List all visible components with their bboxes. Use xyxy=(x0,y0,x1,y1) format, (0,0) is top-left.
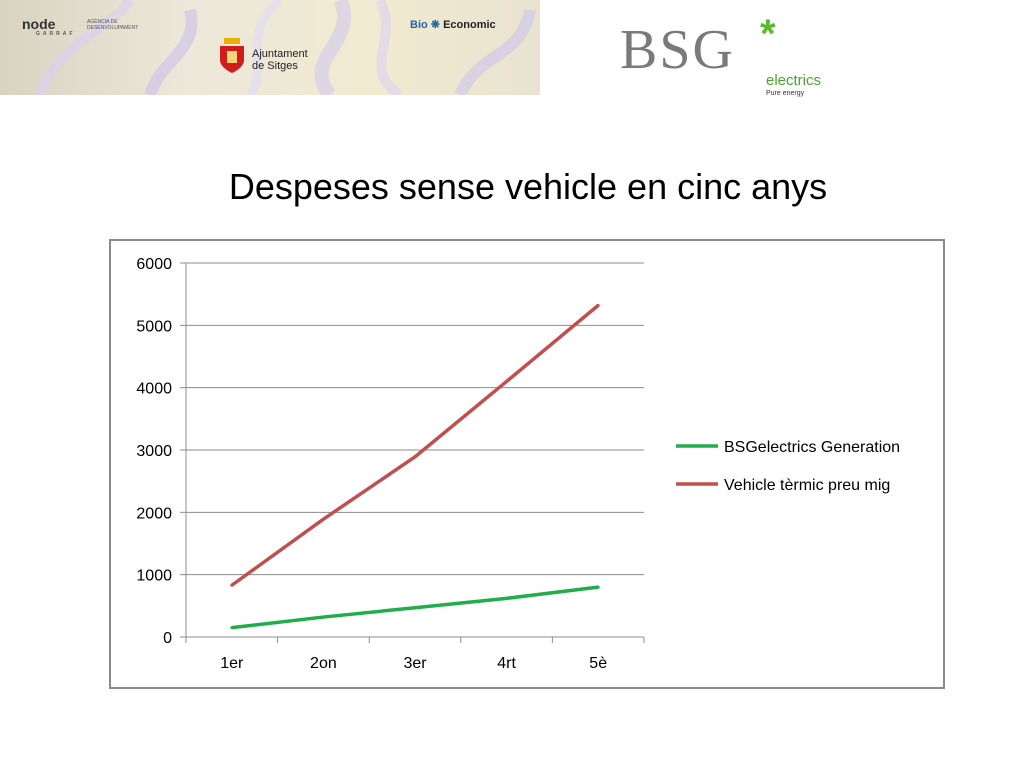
chart-legend: BSGelectrics Generation Vehicle tèrmic pr… xyxy=(676,439,900,494)
series-0-point-3 xyxy=(505,596,509,600)
series-line-1 xyxy=(230,304,600,587)
chart-series xyxy=(230,303,600,630)
series-0-point-2 xyxy=(413,606,417,610)
bsg-logo-text: BSG xyxy=(620,19,735,81)
series-1-point-4 xyxy=(596,303,600,307)
bsg-star-icon: * xyxy=(760,12,776,56)
y-tick-label-5000: 5000 xyxy=(136,318,172,335)
y-tick-label-6000: 6000 xyxy=(136,256,172,273)
node-garraf-logo: node GARRAF AGÈNCIA DE DESENVOLUPAMENT xyxy=(22,16,138,37)
legend-label-1: Vehicle tèrmic preu mig xyxy=(724,477,890,494)
y-tick-label-4000: 4000 xyxy=(136,381,172,398)
ajuntament-line1: Ajuntament xyxy=(252,48,308,60)
node-logo-text: node xyxy=(22,16,56,32)
x-tick-label-3: 4rt xyxy=(497,655,516,672)
bsg-electrics-logo: BSG * electrics Pure energy xyxy=(620,12,840,100)
y-axis-ticks: 0 1000 2000 3000 4000 5000 6000 xyxy=(136,256,186,647)
chart-container: 0 1000 2000 3000 4000 5000 6000 1er 2on 3er 4rt 5è… xyxy=(109,239,945,689)
bioeconomic-logo: Bio ❋ Economic xyxy=(410,18,496,31)
x-tick-label-1: 2on xyxy=(310,655,337,672)
header-banner: node GARRAF AGÈNCIA DE DESENVOLUPAMENT A… xyxy=(0,0,1024,100)
bioeconomic-swirl-icon: ❋ xyxy=(430,19,441,31)
series-1-point-3 xyxy=(505,379,509,383)
series-1-point-1 xyxy=(321,517,325,521)
bioeconomic-part1: Bio xyxy=(410,19,428,31)
series-0-point-0 xyxy=(230,626,234,630)
sitges-shield-icon xyxy=(220,38,244,73)
y-tick-label-0: 0 xyxy=(163,630,172,647)
y-tick-label-3000: 3000 xyxy=(136,443,172,460)
x-axis-ticks: 1er 2on 3er 4rt 5è xyxy=(185,637,645,672)
bsg-electrics-text: electrics xyxy=(766,72,822,89)
slide-title: Despeses sense vehicle en cinc anys xyxy=(228,166,828,207)
x-tick-label-2: 3er xyxy=(403,655,427,672)
node-logo-smalltext: AGÈNCIA DE DESENVOLUPAMENT xyxy=(87,19,139,31)
series-1-point-0 xyxy=(230,583,234,587)
line-chart: 0 1000 2000 3000 4000 5000 6000 1er 2on 3er 4rt 5è… xyxy=(136,256,900,672)
x-tick-label-0: 1er xyxy=(220,655,244,672)
bsg-tagline: Pure energy xyxy=(766,90,805,97)
legend-label-0: BSGelectrics Generation xyxy=(724,439,900,456)
chart-gridlines xyxy=(186,262,644,576)
y-tick-label-2000: 2000 xyxy=(136,505,172,522)
banner-swirls-decoration xyxy=(35,0,536,95)
node-logo-subtext: GARRAF xyxy=(36,31,76,37)
y-tick-label-1000: 1000 xyxy=(136,568,172,585)
bioeconomic-part2: Economic xyxy=(443,19,496,31)
series-0-point-1 xyxy=(321,615,325,619)
x-tick-label-4: 5è xyxy=(589,655,607,672)
series-1-point-2 xyxy=(413,455,417,459)
series-0-point-4 xyxy=(596,585,600,589)
ajuntament-line2: de Sitges xyxy=(252,60,298,72)
